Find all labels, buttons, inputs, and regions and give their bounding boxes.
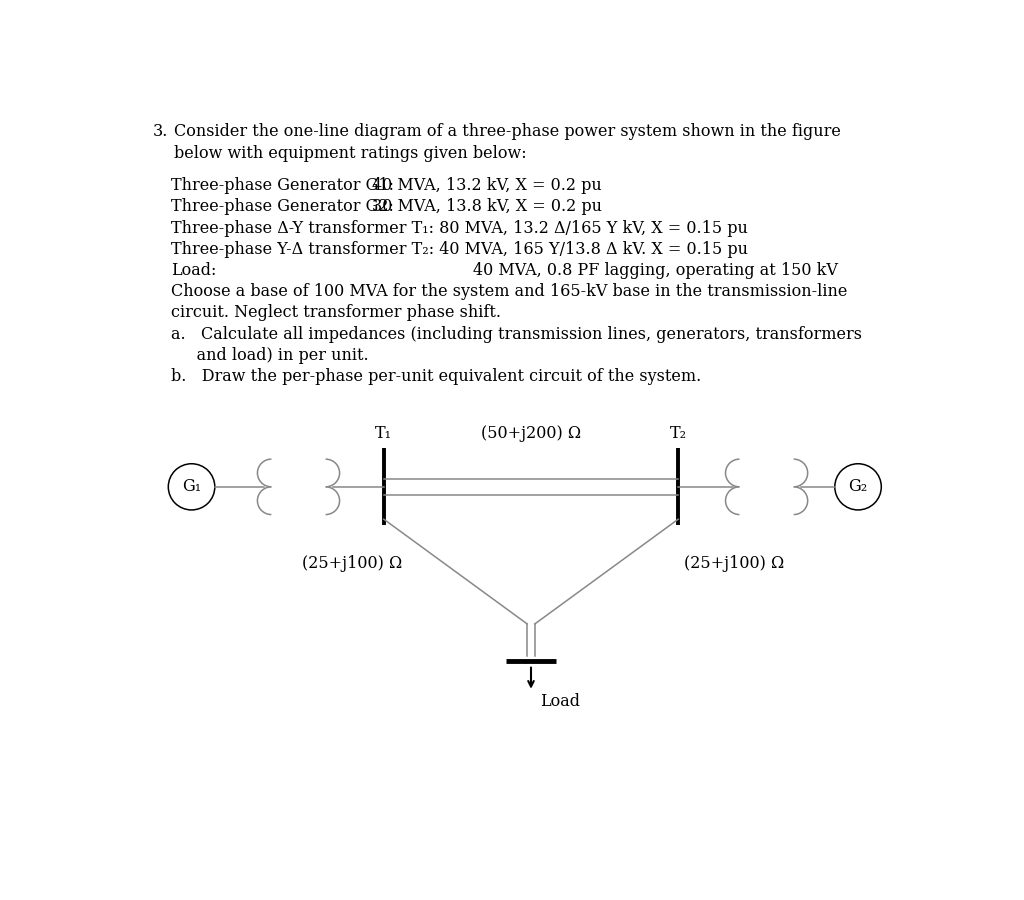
Text: a.   Calculate all impedances (including transmission lines, generators, transfo: a. Calculate all impedances (including t… (171, 326, 861, 343)
Text: (25+j100) Ω: (25+j100) Ω (684, 555, 784, 572)
Text: Three-phase Generator G1:: Three-phase Generator G1: (171, 177, 393, 194)
Text: Load: Load (541, 693, 581, 710)
Text: circuit. Neglect transformer phase shift.: circuit. Neglect transformer phase shift… (171, 304, 501, 321)
Text: 30 MVA, 13.8 kV, X = 0.2 pu: 30 MVA, 13.8 kV, X = 0.2 pu (372, 199, 602, 215)
Text: (50+j200) Ω: (50+j200) Ω (481, 425, 581, 442)
Text: T₁: T₁ (375, 425, 392, 442)
Text: and load) in per unit.: and load) in per unit. (171, 346, 369, 364)
Text: (25+j100) Ω: (25+j100) Ω (302, 555, 402, 572)
Text: T₂: T₂ (670, 425, 687, 442)
Text: 3.: 3. (153, 123, 168, 140)
Text: Choose a base of 100 MVA for the system and 165-kV base in the transmission-line: Choose a base of 100 MVA for the system … (171, 284, 847, 301)
Text: G₂: G₂ (849, 478, 867, 495)
Text: G₁: G₁ (182, 478, 201, 495)
Text: Three-phase Δ-Y transformer T₁: 80 MVA, 13.2 Δ/165 Y kV, X = 0.15 pu: Three-phase Δ-Y transformer T₁: 80 MVA, … (171, 220, 748, 237)
Text: below with equipment ratings given below:: below with equipment ratings given below… (174, 145, 527, 162)
Text: 40 MVA, 0.8 PF lagging, operating at 150 kV: 40 MVA, 0.8 PF lagging, operating at 150… (473, 262, 838, 279)
Text: Three-phase Generator G2:: Three-phase Generator G2: (171, 199, 393, 215)
Text: Three-phase Y-Δ transformer T₂: 40 MVA, 165 Y/13.8 Δ kV. X = 0.15 pu: Three-phase Y-Δ transformer T₂: 40 MVA, … (171, 241, 748, 257)
Text: Load:: Load: (171, 262, 216, 279)
Text: b.   Draw the per-phase per-unit equivalent circuit of the system.: b. Draw the per-phase per-unit equivalen… (171, 368, 700, 385)
Text: 40 MVA, 13.2 kV, X = 0.2 pu: 40 MVA, 13.2 kV, X = 0.2 pu (372, 177, 602, 194)
Text: Consider the one-line diagram of a three-phase power system shown in the figure: Consider the one-line diagram of a three… (174, 123, 842, 140)
